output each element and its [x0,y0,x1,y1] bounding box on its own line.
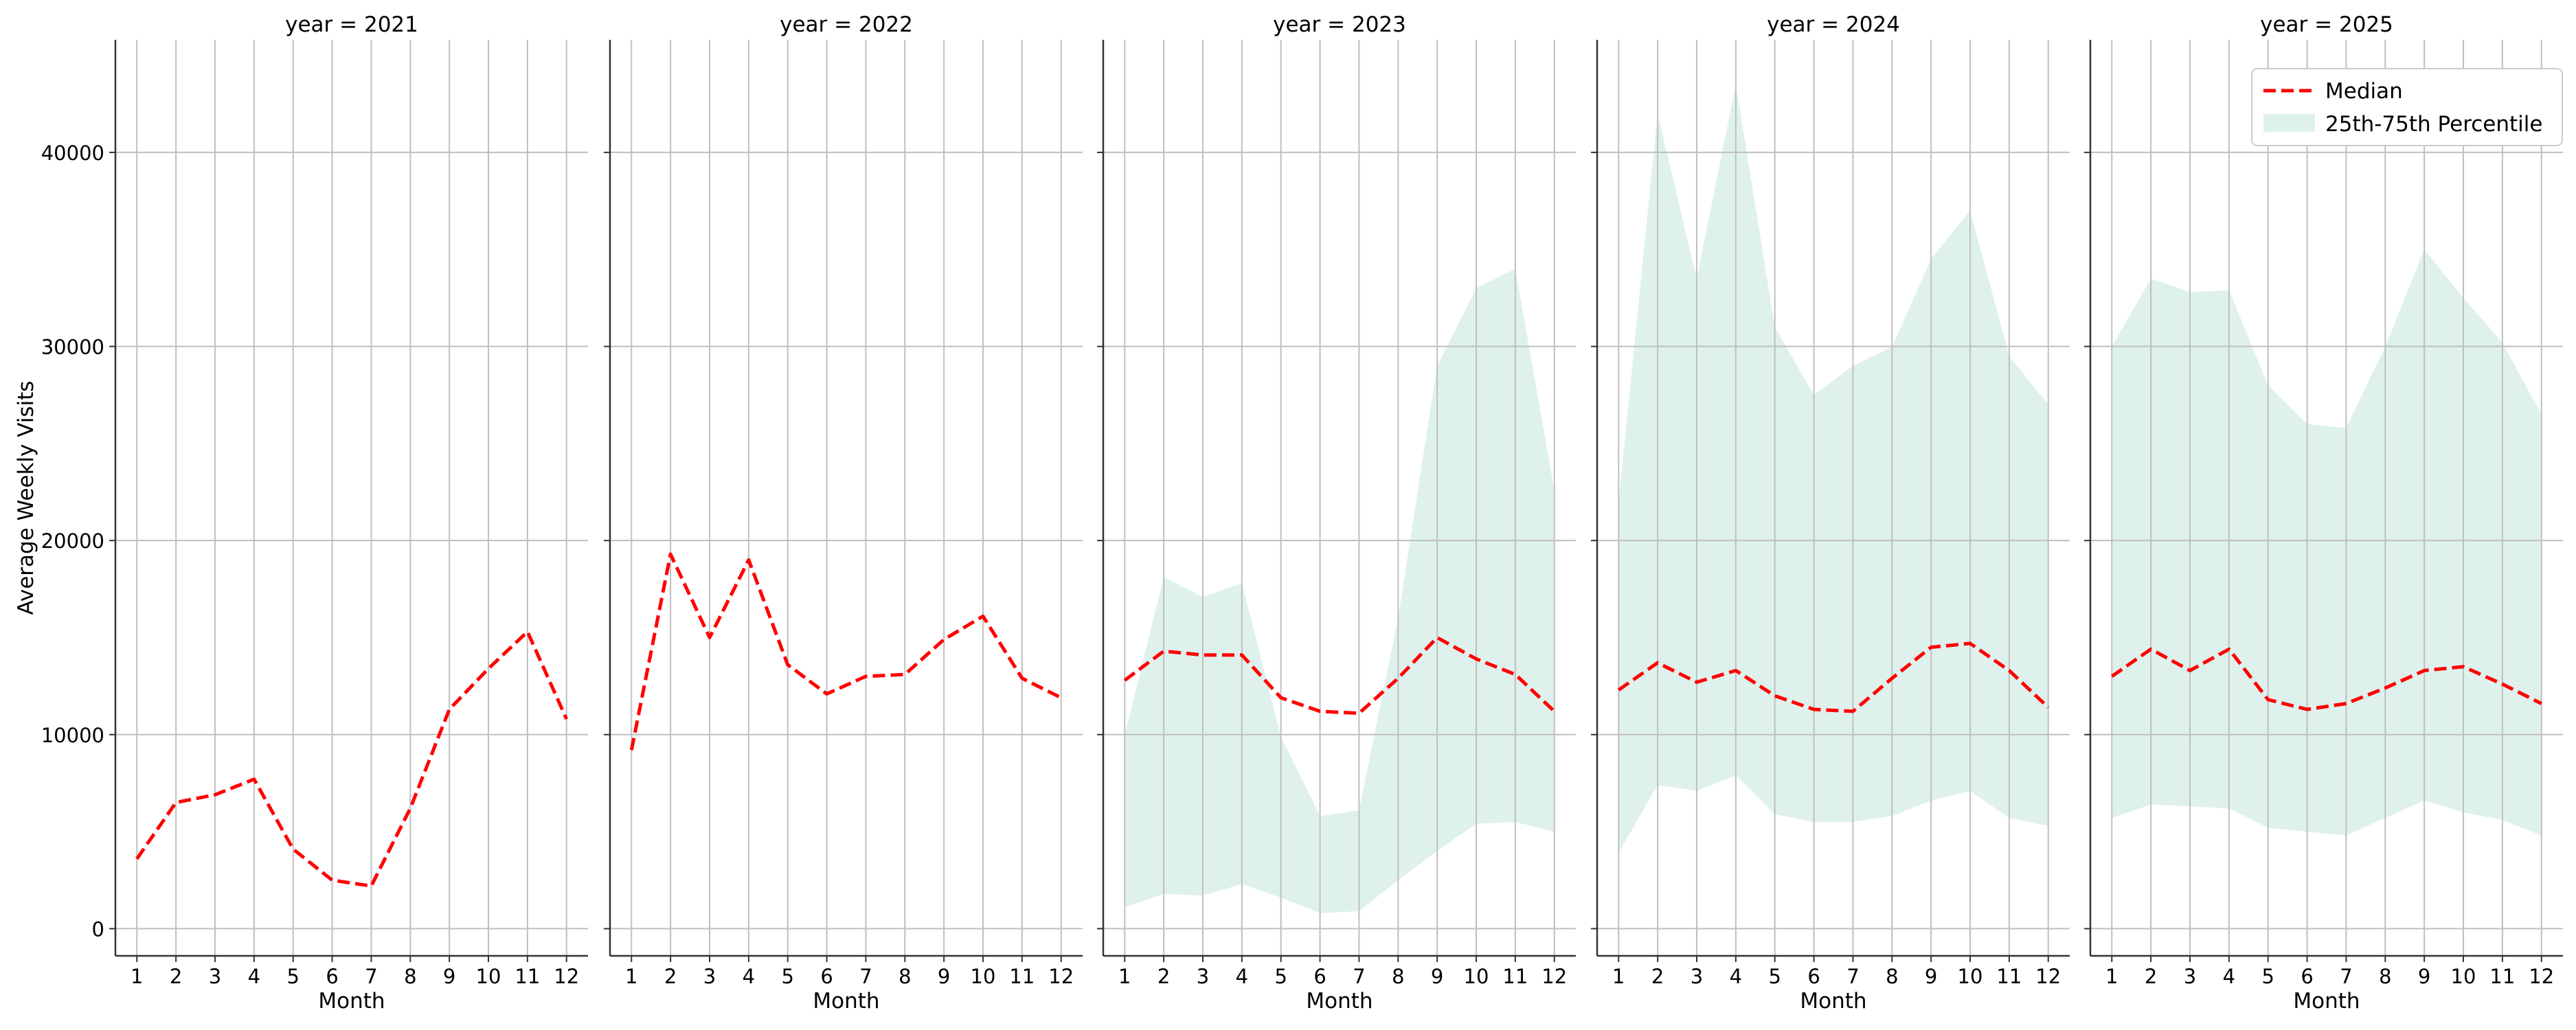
x-tick-label: 1 [625,965,637,988]
y-tick-label: 20000 [41,529,104,553]
x-tick-label: 9 [938,965,950,988]
x-tick-label: 1 [2105,965,2118,988]
y-tick-label: 0 [92,917,104,941]
x-tick-label: 6 [820,965,833,988]
x-tick-label: 5 [781,965,793,988]
panel-title: year = 2025 [2260,12,2393,37]
x-axis-label: Month [318,989,385,1014]
median-line [1123,636,1556,716]
x-tick-label: 7 [859,965,872,988]
x-tick-label: 11 [1502,965,1528,988]
x-tick-label: 3 [703,965,716,988]
x-tick-label: 4 [1730,965,1742,988]
median-line [1617,641,2050,713]
x-tick-label: 10 [971,965,996,988]
legend-band-label: 25th-75th Percentile [2325,112,2542,137]
percentile-band [1125,268,1555,913]
x-tick-label: 12 [554,965,579,988]
y-tick-label: 40000 [41,141,104,165]
legend-box [2251,68,2563,146]
panel-title: year = 2022 [780,12,913,37]
median-line [629,552,1062,751]
x-tick-label: 1 [1118,965,1131,988]
x-tick-label: 6 [326,965,338,988]
x-tick-label: 9 [1925,965,1937,988]
x-tick-label: 9 [1431,965,1443,988]
y-tick-label: 10000 [41,724,104,747]
legend-band-swatch [2263,114,2315,132]
x-tick-label: 8 [2379,965,2391,988]
x-tick-label: 2 [170,965,182,988]
x-tick-label: 8 [1392,965,1404,988]
x-tick-label: 12 [2529,965,2554,988]
x-tick-label: 10 [2451,965,2476,988]
median-line [135,630,568,888]
x-tick-label: 10 [476,965,501,988]
x-tick-label: 2 [1157,965,1170,988]
x-tick-label: 10 [1958,965,1983,988]
x-tick-label: 3 [1691,965,1703,988]
x-tick-label: 7 [2340,965,2352,988]
x-tick-label: 7 [365,965,377,988]
x-axis-label: Month [2293,989,2360,1014]
y-tick-label: 30000 [41,336,104,359]
x-tick-label: 5 [2261,965,2274,988]
median-line [2110,647,2542,711]
x-tick-label: 6 [1807,965,1820,988]
x-tick-label: 8 [1886,965,1898,988]
x-tick-label: 2 [664,965,677,988]
x-tick-label: 5 [1768,965,1781,988]
x-tick-label: 3 [1197,965,1209,988]
x-tick-label: 3 [2184,965,2196,988]
x-tick-label: 12 [1541,965,1567,988]
x-axis-label: Month [1800,989,1866,1014]
x-tick-label: 7 [1846,965,1859,988]
x-tick-label: 11 [2489,965,2515,988]
x-tick-label: 7 [1353,965,1365,988]
x-tick-label: 1 [1612,965,1625,988]
x-tick-label: 1 [131,965,143,988]
y-axis-label: Average Weekly Visits [14,380,38,615]
x-tick-label: 2 [2145,965,2157,988]
percentile-band [2112,249,2542,836]
x-tick-label: 4 [743,965,755,988]
panel-title: year = 2021 [285,12,418,37]
x-tick-label: 11 [515,965,540,988]
x-tick-label: 5 [1274,965,1287,988]
x-tick-label: 3 [209,965,221,988]
panel-title: year = 2023 [1273,12,1406,37]
x-tick-label: 5 [286,965,299,988]
percentile-band [1618,84,2048,854]
legend-median-label: Median [2325,79,2403,104]
x-tick-label: 4 [1236,965,1248,988]
x-tick-label: 11 [1009,965,1035,988]
x-tick-label: 2 [1651,965,1664,988]
x-tick-label: 9 [2418,965,2430,988]
legend: Median 25th-75th Percentile [2251,68,2563,146]
x-tick-label: 8 [404,965,416,988]
x-tick-label: 6 [2301,965,2313,988]
x-tick-label: 9 [443,965,455,988]
x-tick-label: 4 [2223,965,2235,988]
x-tick-label: 8 [899,965,911,988]
x-tick-label: 11 [1996,965,2022,988]
x-tick-label: 6 [1313,965,1326,988]
x-axis-label: Month [1306,989,1372,1014]
x-tick-label: 4 [248,965,260,988]
x-tick-label: 10 [1464,965,1489,988]
panel-title: year = 2024 [1767,12,1900,37]
x-tick-label: 12 [1048,965,1074,988]
x-tick-label: 12 [2035,965,2061,988]
x-axis-label: Month [813,989,879,1014]
